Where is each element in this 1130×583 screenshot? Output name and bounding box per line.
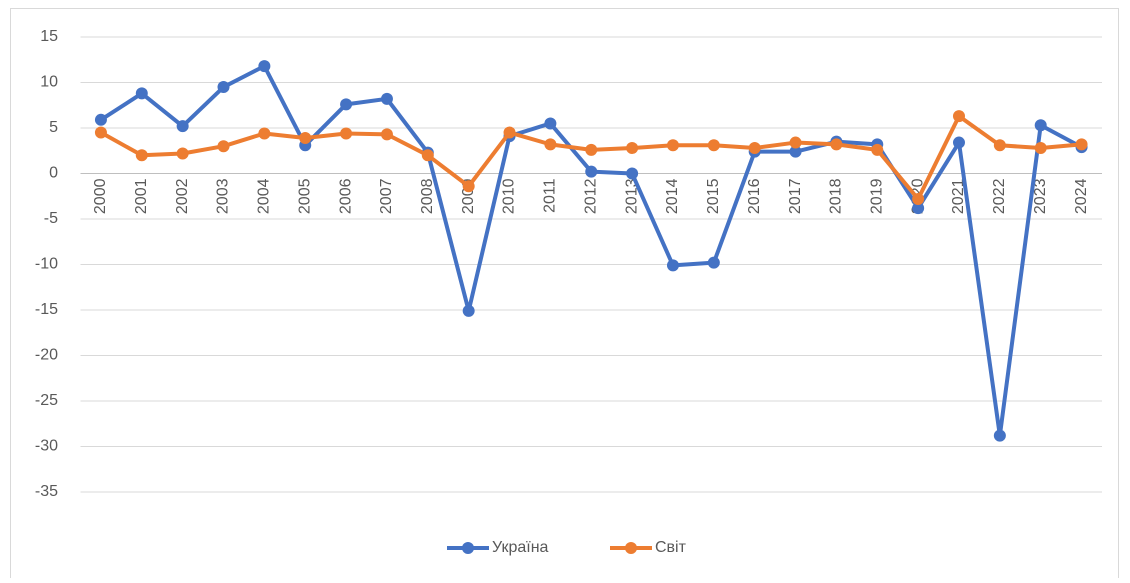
y-tick-label: -25 xyxy=(35,392,58,409)
x-tick-label: 2001 xyxy=(133,178,150,214)
y-tick-label: -15 xyxy=(35,301,58,318)
point xyxy=(993,429,1006,442)
point xyxy=(462,304,475,317)
point xyxy=(626,142,639,155)
point xyxy=(871,143,884,156)
x-tick-label: 2007 xyxy=(378,178,395,214)
x-tick-label: 2002 xyxy=(174,178,191,214)
point xyxy=(503,126,516,139)
point xyxy=(1034,142,1047,155)
point xyxy=(952,110,965,123)
point xyxy=(830,138,843,151)
x-tick-label: 2022 xyxy=(991,178,1008,214)
x-tick-label: 2000 xyxy=(92,178,109,214)
point xyxy=(952,136,965,149)
point xyxy=(176,120,189,133)
x-tick-label: 2023 xyxy=(1032,178,1049,214)
point xyxy=(666,139,679,152)
point xyxy=(135,87,148,100)
x-tick-label: 2008 xyxy=(419,178,436,214)
point xyxy=(135,149,148,162)
legend-label: Україна xyxy=(492,539,549,556)
y-tick-label: -30 xyxy=(35,438,58,455)
point xyxy=(1075,138,1088,151)
point xyxy=(1034,119,1047,132)
point xyxy=(748,142,761,155)
point xyxy=(340,127,353,140)
x-tick-label: 2016 xyxy=(746,178,763,214)
point xyxy=(626,167,639,180)
point xyxy=(176,147,189,160)
y-tick-label: -5 xyxy=(44,210,58,227)
y-tick-label: 15 xyxy=(40,28,58,45)
point xyxy=(789,136,802,149)
x-tick-label: 2021 xyxy=(950,178,967,214)
y-tick-label: -20 xyxy=(35,347,58,364)
point xyxy=(707,256,720,269)
point xyxy=(258,60,271,73)
legend-label: Світ xyxy=(655,539,687,556)
point xyxy=(585,165,598,178)
y-tick-label: -35 xyxy=(35,483,58,500)
legend-marker xyxy=(462,542,474,554)
y-tick-label: 5 xyxy=(49,119,58,136)
x-tick-label: 2004 xyxy=(256,178,273,214)
point xyxy=(217,81,230,94)
x-tick-label: 2006 xyxy=(337,178,354,214)
x-tick-label: 2010 xyxy=(501,178,518,214)
point xyxy=(380,92,393,105)
point xyxy=(912,192,925,205)
point xyxy=(340,98,353,111)
point xyxy=(94,126,107,139)
point xyxy=(585,143,598,156)
point xyxy=(993,139,1006,152)
point xyxy=(258,127,271,140)
x-tick-label: 2017 xyxy=(787,178,804,214)
point xyxy=(94,113,107,126)
legend-marker xyxy=(625,542,637,554)
x-tick-label: 2003 xyxy=(215,178,232,214)
point xyxy=(380,128,393,141)
point xyxy=(707,139,720,152)
point xyxy=(462,180,475,193)
y-tick-label: -10 xyxy=(35,256,58,273)
point xyxy=(217,140,230,153)
x-tick-label: 2024 xyxy=(1073,178,1090,214)
point xyxy=(421,149,434,162)
point xyxy=(299,132,312,145)
point xyxy=(789,145,802,158)
x-tick-label: 2019 xyxy=(868,178,885,214)
x-tick-label: 2018 xyxy=(828,178,845,214)
chart-border xyxy=(10,8,1119,583)
x-tick-label: 2011 xyxy=(542,178,559,213)
x-tick-label: 2005 xyxy=(296,178,313,214)
y-tick-label: 0 xyxy=(49,165,58,182)
point xyxy=(666,259,679,272)
point xyxy=(544,117,557,130)
point xyxy=(912,202,925,215)
point xyxy=(544,138,557,151)
y-tick-label: 10 xyxy=(40,74,58,91)
x-tick-label: 2014 xyxy=(664,178,681,214)
x-tick-label: 2015 xyxy=(705,178,722,214)
x-tick-label: 2012 xyxy=(582,178,599,214)
